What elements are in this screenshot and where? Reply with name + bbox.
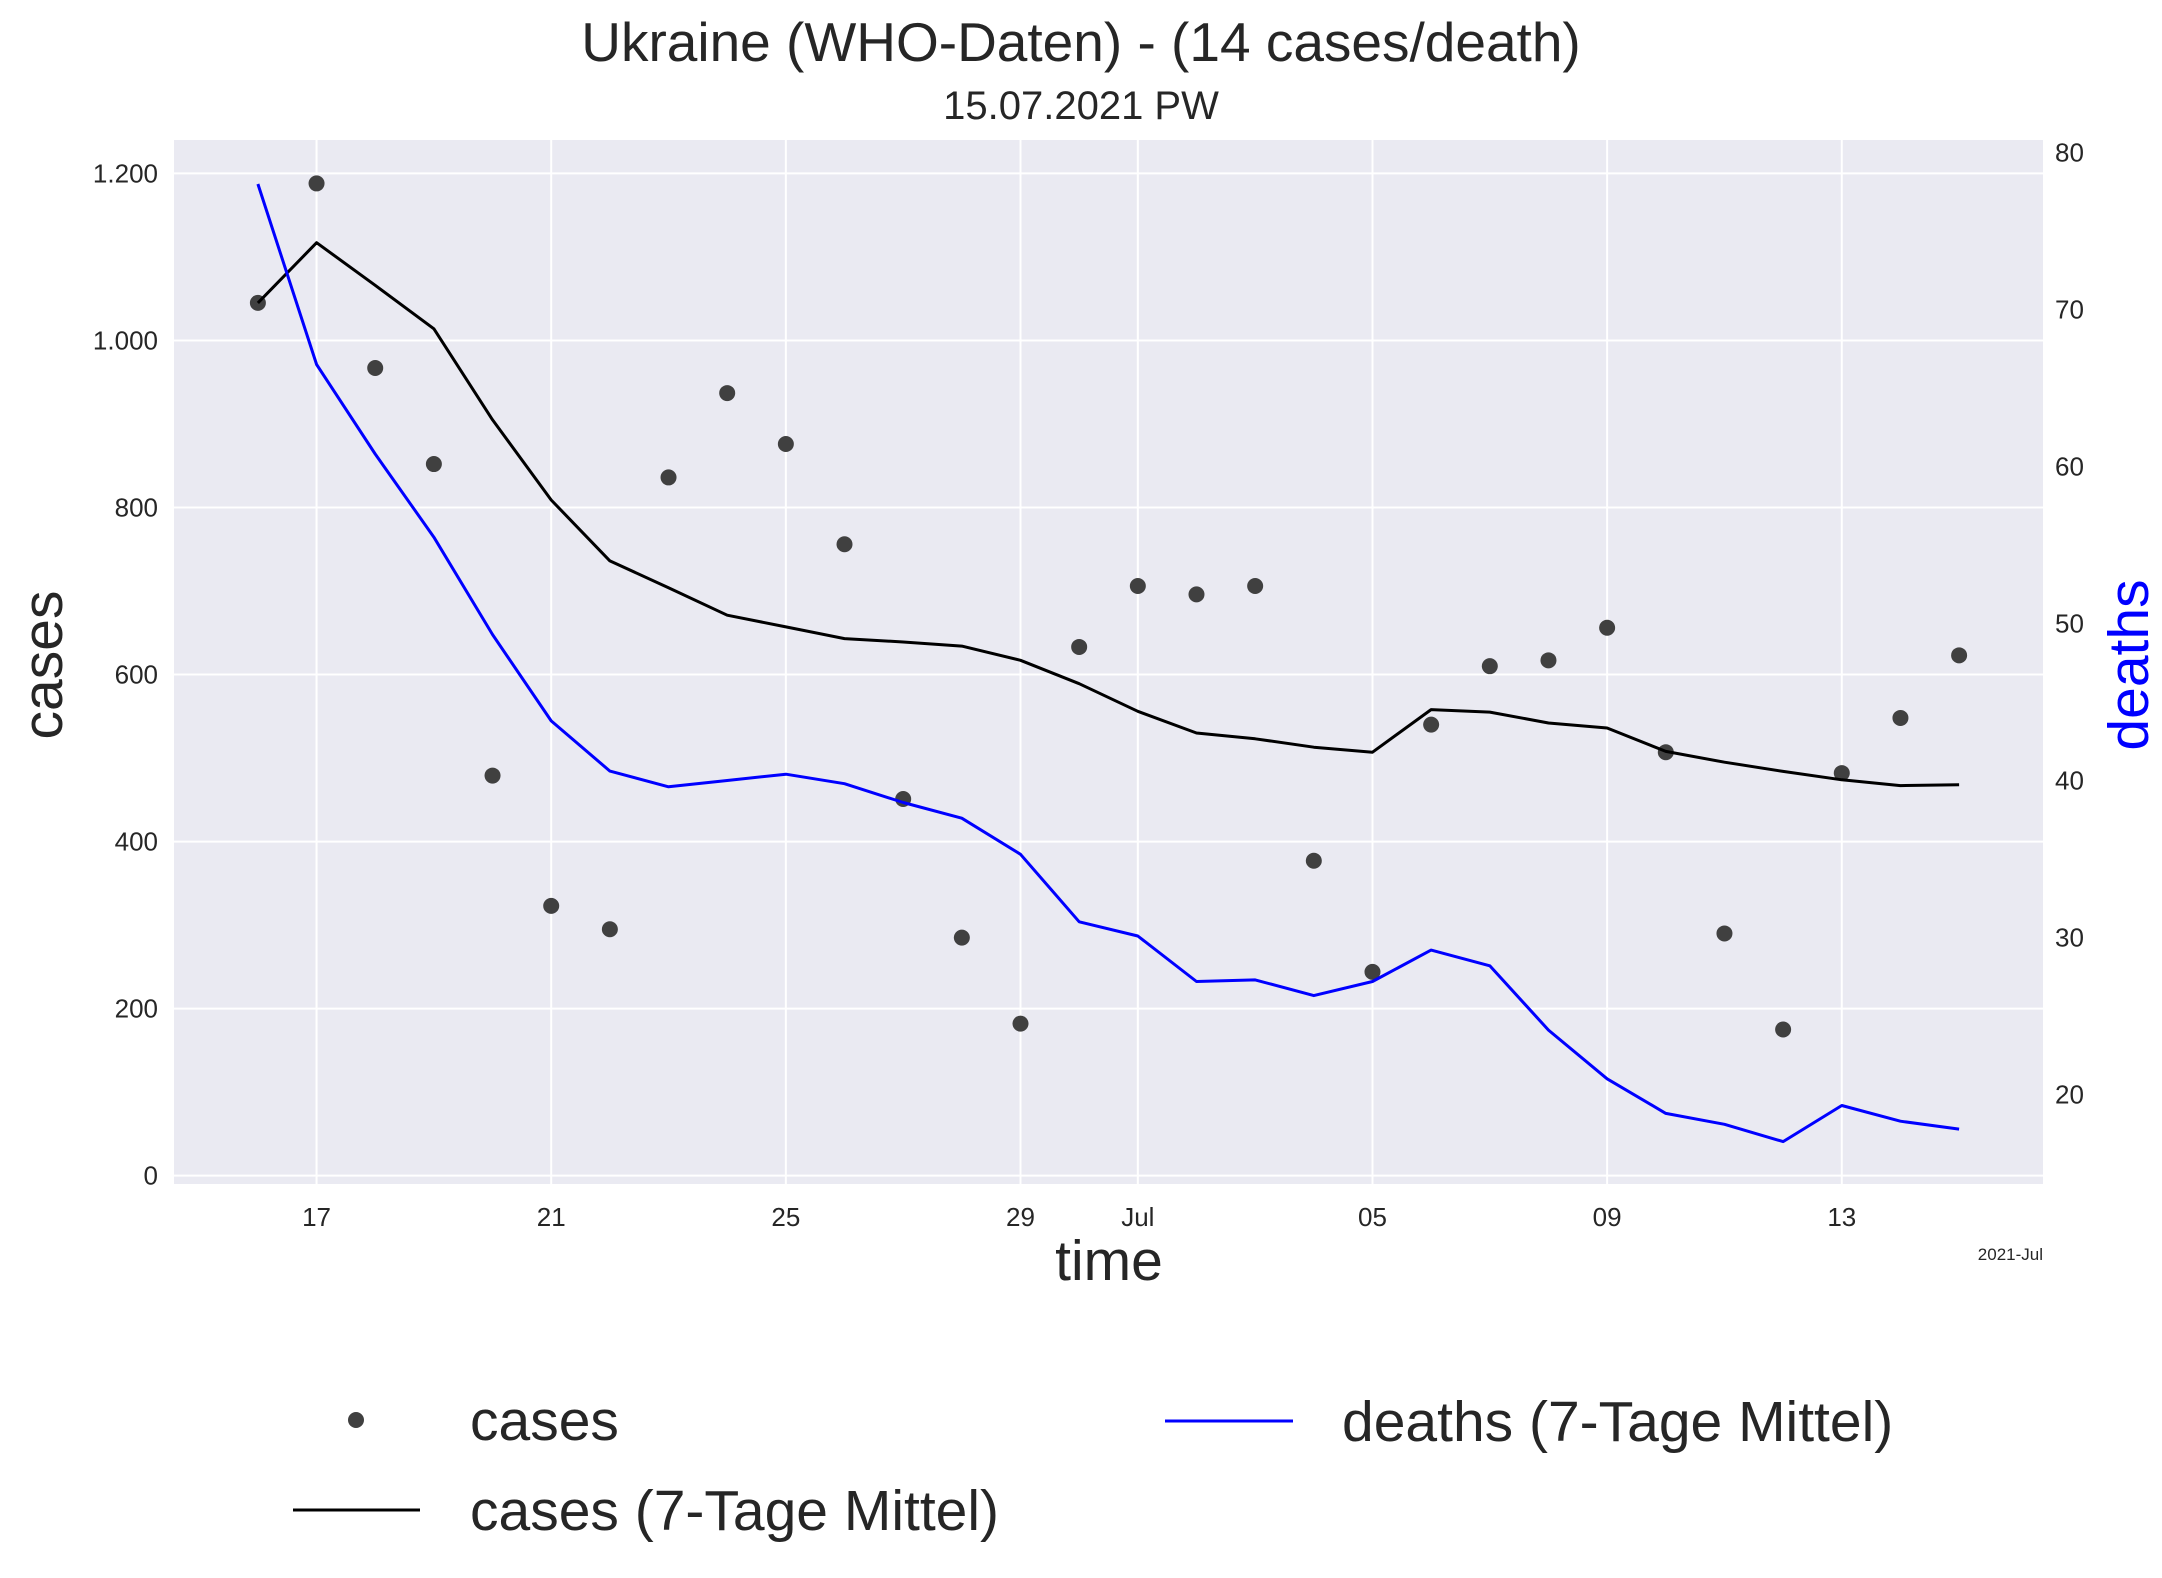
data-point bbox=[1775, 1021, 1792, 1038]
x-tick-label: 25 bbox=[771, 1202, 800, 1232]
data-point bbox=[1599, 619, 1616, 636]
data-point bbox=[777, 436, 794, 453]
y-tick-label: 200 bbox=[115, 994, 158, 1024]
data-point bbox=[953, 929, 970, 946]
data-point bbox=[1305, 852, 1322, 869]
y-axis-ticks: 0 200 400 600 800 1.000 1.200 bbox=[93, 158, 158, 1190]
legend: cases cases (7-Tage Mittel) deaths (7-Ta… bbox=[293, 1389, 1893, 1543]
data-point bbox=[836, 536, 853, 553]
legend-item-deaths-7-day-mean: deaths (7-Tage Mittel) bbox=[1165, 1390, 1893, 1454]
legend-marker-cases bbox=[348, 1412, 364, 1428]
y2-tick-label: 60 bbox=[2055, 452, 2084, 482]
data-point bbox=[1364, 963, 1381, 980]
y-tick-label: 1.200 bbox=[93, 158, 158, 188]
y2-axis-ticks: 20 30 40 50 60 70 80 bbox=[2055, 138, 2084, 1110]
x-offset-label: 2021-Jul bbox=[1978, 1245, 2043, 1264]
legend-label-deaths-7-day-mean: deaths (7-Tage Mittel) bbox=[1342, 1390, 1893, 1454]
data-point bbox=[1188, 586, 1205, 603]
legend-label-cases: cases bbox=[470, 1389, 619, 1453]
data-point bbox=[367, 360, 384, 377]
y2-tick-label: 40 bbox=[2055, 766, 2084, 796]
data-point bbox=[1012, 1015, 1029, 1032]
x-axis-label: time bbox=[1055, 1229, 1163, 1293]
chart-subtitle: 15.07.2021 PW bbox=[943, 84, 1219, 128]
series-line bbox=[256, 241, 1960, 788]
x-tick-label: 05 bbox=[1358, 1202, 1387, 1232]
chart-title: Ukraine (WHO-Daten) - (14 cases/death) bbox=[581, 11, 1580, 73]
plot-area bbox=[174, 140, 2043, 1184]
x-tick-label: 21 bbox=[537, 1202, 566, 1232]
y2-tick-label: 20 bbox=[2055, 1080, 2084, 1110]
data-point bbox=[1423, 716, 1440, 733]
y-tick-label: 1.000 bbox=[93, 325, 158, 355]
x-tick-label: Jul bbox=[1121, 1202, 1154, 1232]
x-tick-label: 09 bbox=[1593, 1202, 1622, 1232]
data-point bbox=[1540, 652, 1557, 669]
x-tick-label: 13 bbox=[1827, 1202, 1856, 1232]
series-cases-7-tage-mittel bbox=[256, 241, 1960, 788]
legend-label-cases-7-day-mean: cases (7-Tage Mittel) bbox=[470, 1479, 999, 1543]
y-tick-label: 800 bbox=[115, 492, 158, 522]
x-axis-ticks: 17 21 25 29 Jul 05 09 13 bbox=[302, 1202, 1856, 1232]
y2-axis-label: deaths bbox=[2097, 579, 2161, 750]
data-point bbox=[1892, 709, 1909, 726]
data-point bbox=[1833, 765, 1850, 782]
y2-tick-label: 70 bbox=[2055, 295, 2084, 325]
y2-tick-label: 50 bbox=[2055, 609, 2084, 639]
data-point bbox=[1716, 925, 1733, 942]
y-tick-label: 600 bbox=[115, 660, 158, 690]
data-point bbox=[601, 921, 618, 938]
data-point bbox=[660, 469, 677, 486]
data-point bbox=[1129, 577, 1146, 594]
plot-background bbox=[174, 140, 2043, 1184]
x-gridlines bbox=[315, 140, 1843, 1184]
series-cases bbox=[249, 175, 1968, 1038]
data-point bbox=[1481, 658, 1498, 675]
data-point bbox=[719, 385, 736, 402]
y-gridlines bbox=[174, 172, 2043, 1177]
data-point bbox=[1247, 577, 1264, 594]
x-tick-label: 29 bbox=[1006, 1202, 1035, 1232]
y-tick-label: 0 bbox=[144, 1161, 158, 1191]
y2-tick-label: 30 bbox=[2055, 923, 2084, 953]
data-point bbox=[1951, 647, 1968, 664]
y2-tick-label: 80 bbox=[2055, 138, 2084, 168]
data-point bbox=[484, 767, 501, 784]
data-point bbox=[308, 175, 325, 192]
y-tick-label: 400 bbox=[115, 827, 158, 857]
x-tick-label: 17 bbox=[302, 1202, 331, 1232]
data-point bbox=[1071, 638, 1088, 655]
y-axis-label: cases bbox=[11, 591, 75, 740]
legend-item-cases: cases bbox=[348, 1389, 619, 1453]
series-line bbox=[256, 183, 1960, 1144]
data-point bbox=[425, 456, 442, 473]
series-deaths-7-tage-mittel bbox=[256, 183, 1960, 1144]
legend-item-cases-7-day-mean: cases (7-Tage Mittel) bbox=[293, 1479, 999, 1543]
series-layer bbox=[249, 175, 1968, 1144]
data-point bbox=[543, 897, 560, 914]
